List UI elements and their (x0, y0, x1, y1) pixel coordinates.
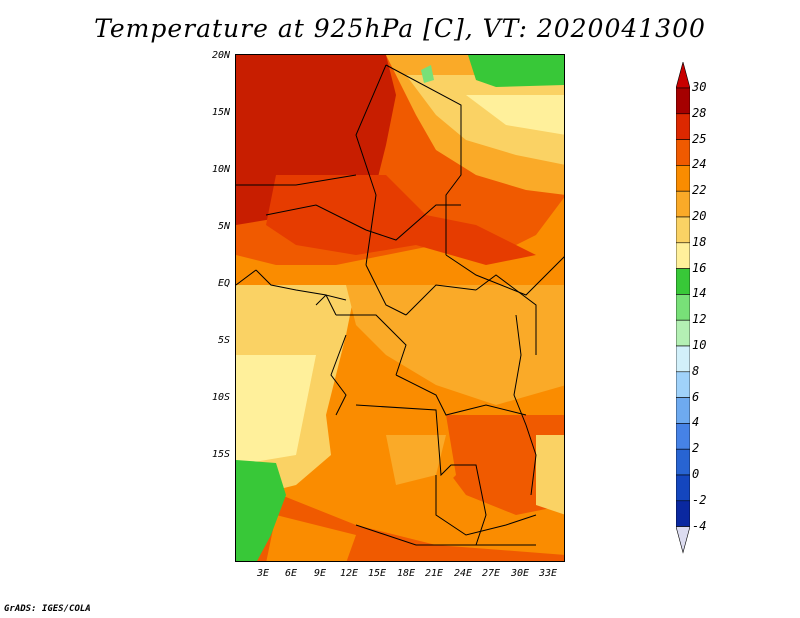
colorbar-swatch (676, 87, 690, 115)
lon-label-3e: 3E (256, 568, 270, 579)
lon-label-27e: 27E (481, 568, 501, 579)
lon-label-6e: 6E (284, 568, 298, 579)
country-borders (236, 64, 564, 546)
colorbar-swatch (676, 139, 690, 166)
lon-label-24e: 24E (453, 568, 473, 579)
lon-label-18e: 18E (396, 568, 416, 579)
colorbar-label: 24 (692, 157, 707, 172)
colorbar (676, 62, 690, 554)
temperature-map (235, 54, 565, 562)
colorbar-label: 20 (692, 209, 707, 223)
colorbar-swatch (676, 397, 690, 424)
colorbar-swatch (676, 345, 690, 373)
colorbar-swatch (676, 190, 690, 218)
colorbar-swatch (676, 319, 690, 347)
grads-credit: GrADS: IGES/COLA (4, 604, 91, 614)
colorbar-label: 10 (692, 338, 707, 352)
colorbar-swatch (676, 216, 690, 244)
colorbar-swatch (676, 165, 690, 192)
colorbar-label: 14 (692, 286, 707, 301)
temperature-field (236, 55, 564, 561)
lon-label-21e: 21E (424, 568, 444, 579)
colorbar-swatch (676, 423, 690, 450)
colorbar-swatch (676, 242, 690, 269)
lat-label-5n: 5N (217, 221, 230, 232)
colorbar-swatch (676, 500, 690, 527)
colorbar-label: 30 (692, 80, 707, 94)
lon-label-12e: 12E (339, 568, 359, 579)
colorbar-label: 2 (692, 441, 700, 456)
lon-label-30e: 30E (510, 568, 530, 579)
lon-label-9e: 9E (313, 568, 327, 579)
colorbar-label: 12 (692, 312, 707, 327)
chart-title: Temperature at 925hPa [C], VT: 202004130… (94, 14, 706, 43)
colorbar-swatch (676, 448, 690, 476)
colorbar-label: -2 (692, 492, 707, 507)
colorbar-label: 16 (692, 260, 707, 275)
colorbar-top-arrow (676, 62, 690, 89)
lat-label-10n: 10N (211, 164, 230, 175)
colorbar-swatch (676, 474, 690, 502)
colorbar-bottom-arrow (676, 526, 690, 554)
colorbar-label: 25 (692, 131, 707, 146)
lat-label-15n: 15N (211, 107, 230, 118)
colorbar-label: 4 (692, 415, 700, 430)
colorbar-swatch (676, 268, 690, 295)
colorbar-swatch (676, 371, 690, 398)
colorbar-label: 8 (692, 363, 700, 378)
colorbar-label: 6 (692, 389, 700, 404)
lon-label-33e: 33E (538, 568, 558, 579)
lat-label-eq: EQ (217, 278, 230, 289)
lon-label-15e: 15E (367, 568, 387, 579)
lat-label-15s: 15S (211, 449, 230, 460)
lat-label-20n: 20N (211, 50, 230, 61)
colorbar-label: -4 (692, 518, 707, 533)
colorbar-label: 0 (692, 467, 700, 481)
lat-label-10s: 10S (211, 392, 230, 403)
colorbar-swatch (676, 113, 690, 140)
lat-label-5s: 5S (217, 335, 230, 346)
colorbar-swatch (676, 294, 690, 321)
colorbar-label: 28 (692, 105, 707, 120)
colorbar-label: 22 (692, 183, 707, 198)
colorbar-label: 18 (692, 234, 707, 249)
